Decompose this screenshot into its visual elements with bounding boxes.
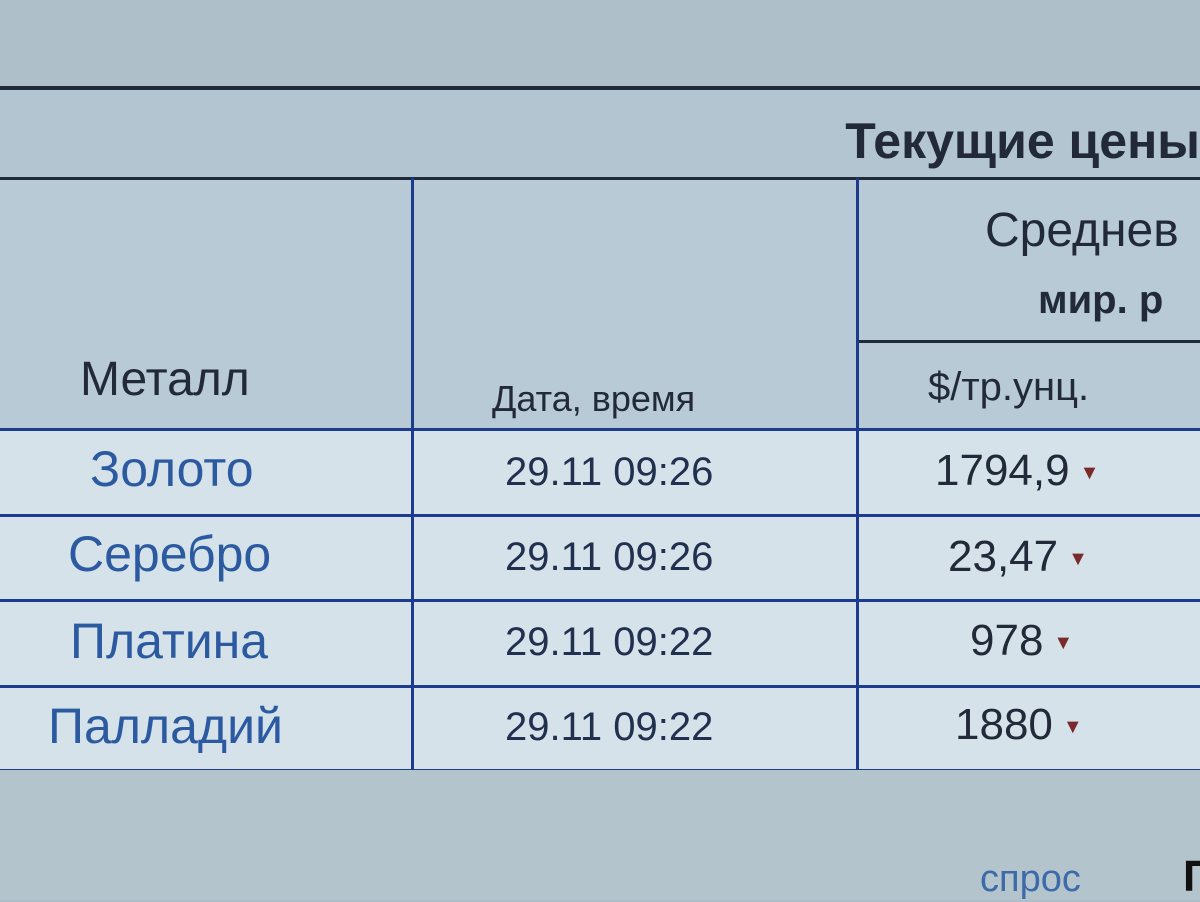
price-value: 978 [970, 616, 1044, 665]
footer-partial-text: П [1183, 852, 1200, 901]
price-value: 23,47 [948, 532, 1059, 581]
datetime-silver: 29.11 09:26 [505, 535, 714, 579]
down-arrow-icon: ▼ [1053, 631, 1074, 654]
price-gold: 1794,9 ▼ [935, 446, 1099, 496]
header-datetime: Дата, время [492, 378, 696, 419]
grid-line [0, 514, 1200, 517]
down-arrow-icon: ▼ [1079, 461, 1100, 484]
header-avg-line2: мир. р [1038, 278, 1164, 322]
down-arrow-icon: ▼ [1068, 547, 1088, 570]
table-title-row [0, 90, 1200, 178]
metal-palladium[interactable]: Палладий [48, 698, 283, 754]
datetime-palladium: 29.11 09:22 [505, 705, 714, 749]
table-top-border [0, 86, 1200, 90]
grid-line [0, 599, 1200, 602]
metal-platinum[interactable]: Платина [70, 613, 269, 669]
grid-line [856, 178, 859, 772]
demand-link[interactable]: спрос [980, 858, 1081, 900]
grid-line [0, 177, 1200, 180]
grid-line [411, 178, 414, 772]
header-metal: Металл [80, 353, 250, 406]
header-unit: $/тр.унц. [928, 365, 1090, 409]
down-arrow-icon: ▼ [1062, 715, 1083, 738]
price-silver: 23,47 ▼ [948, 532, 1088, 582]
datetime-gold: 29.11 09:26 [505, 450, 714, 494]
metal-silver[interactable]: Серебро [68, 526, 272, 582]
price-palladium: 1880 ▼ [955, 700, 1083, 750]
datetime-platinum: 29.11 09:22 [505, 620, 714, 664]
header-avg-line1: Среднев [985, 204, 1179, 257]
grid-line [0, 428, 1200, 431]
price-value: 1794,9 [935, 446, 1070, 495]
metal-gold[interactable]: Золото [90, 441, 254, 497]
page-footer-area [0, 770, 1200, 900]
price-platinum: 978 ▼ [970, 616, 1073, 666]
grid-line [858, 340, 1200, 343]
header-row [0, 180, 1200, 430]
price-value: 1880 [955, 700, 1053, 749]
table-title: Текущие цены [845, 113, 1200, 169]
grid-line [0, 685, 1200, 688]
